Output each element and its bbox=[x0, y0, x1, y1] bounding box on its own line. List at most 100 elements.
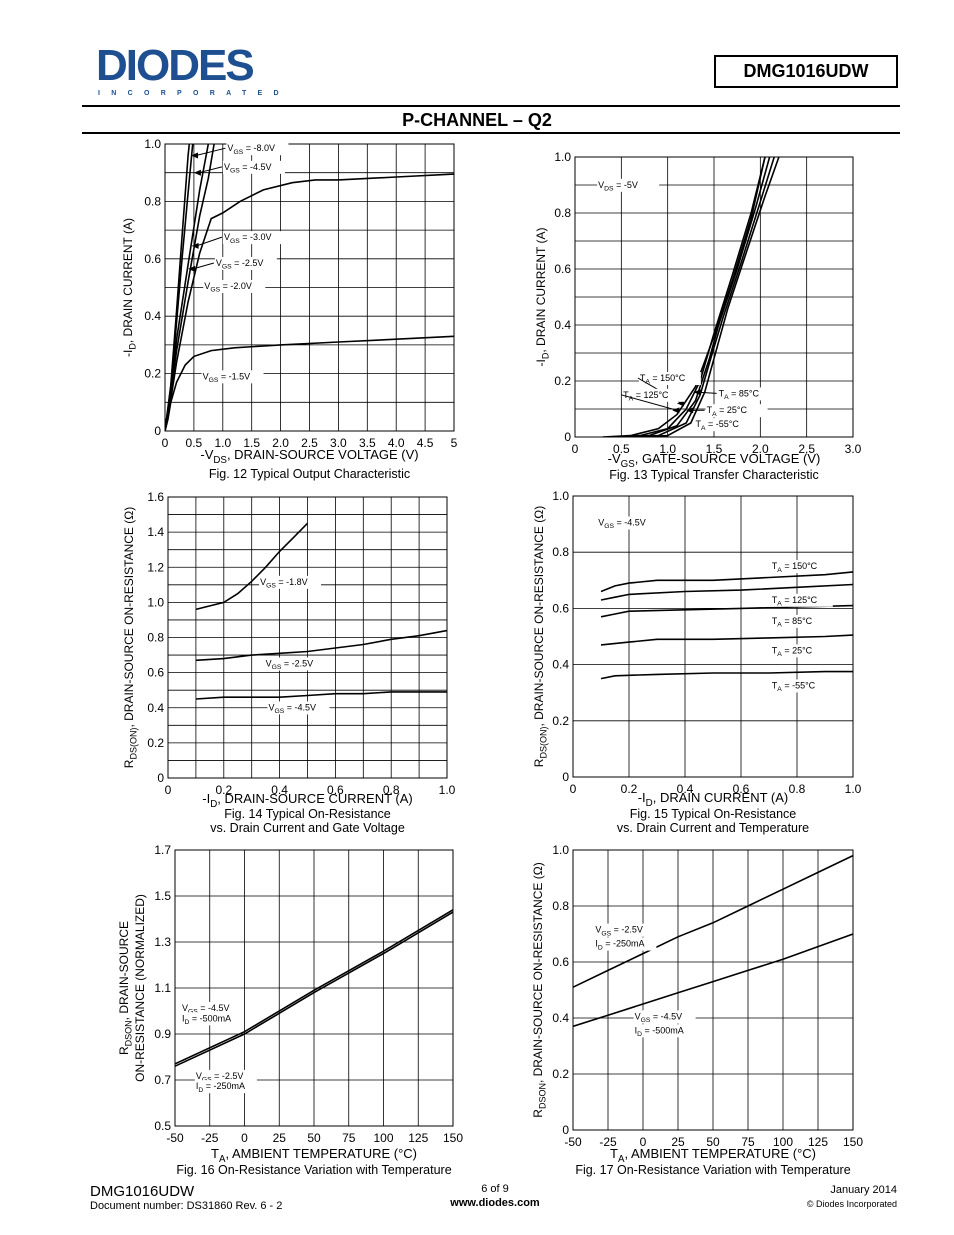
fig17-series-line-2 bbox=[573, 933, 853, 1028]
fig13-series-label-6: TA = -55°C bbox=[695, 419, 739, 432]
fig15-series-line-2 bbox=[600, 583, 853, 601]
fig17-plot-frame bbox=[572, 849, 854, 1131]
fig13-arrow-icon bbox=[686, 407, 694, 414]
fig12-series-label-2: VGS = -4.5V bbox=[224, 162, 272, 175]
fig12-series-line-5 bbox=[165, 173, 454, 431]
section-title: P-CHANNEL – Q2 bbox=[402, 110, 552, 130]
fig12-xtick-label: 4.0 bbox=[388, 436, 405, 450]
fig17-xtick-label: 100 bbox=[773, 1135, 793, 1149]
fig12-series-label-3: VGS = -3.0V bbox=[224, 232, 272, 245]
fig12-ytick-label: 1.0 bbox=[144, 137, 161, 151]
fig14-ytick-label: 0.4 bbox=[147, 701, 164, 715]
footer-website[interactable]: www.diodes.com bbox=[450, 1197, 540, 1209]
fig12-label-leader bbox=[196, 236, 223, 247]
fig12-xtick-label: 1.5 bbox=[243, 436, 260, 450]
fig13-label-bg bbox=[705, 404, 768, 418]
fig16-caption: Fig. 16 On-Resistance Variation with Tem… bbox=[176, 1163, 451, 1177]
fig14-series-label-2: VGS = -2.5V bbox=[266, 658, 314, 671]
fig14-xtick-label: 0.4 bbox=[271, 783, 288, 797]
fig13-xtick-label: 0 bbox=[572, 442, 579, 456]
fig15-series-label-5: TA = 25°C bbox=[772, 645, 813, 658]
fig16-ytick-label: 1.1 bbox=[154, 981, 171, 995]
fig13-series-line-3 bbox=[621, 157, 771, 437]
fig16-y-axis-label-line-2: ON-RESISTANCE (NORMALIZED) bbox=[133, 894, 147, 1082]
fig12-series-label-6: VGS = -1.5V bbox=[203, 371, 251, 384]
fig14-series-line-2 bbox=[195, 629, 447, 662]
fig14-ytick-label: 1.4 bbox=[147, 525, 164, 539]
fig15-xtick-label: 0 bbox=[570, 782, 577, 796]
footer-part: DMG1016UDW bbox=[90, 1183, 195, 1200]
fig14-ytick-label: 0.8 bbox=[147, 631, 164, 645]
fig12-series-line-4 bbox=[165, 144, 215, 431]
fig17-xtick-label: 0 bbox=[640, 1135, 647, 1149]
fig14-series-label-1: VGS = -1.8V bbox=[260, 577, 308, 590]
fig17-label-bg bbox=[594, 923, 657, 937]
company-logo-subtitle: INCORPORATED bbox=[98, 90, 290, 97]
fig13-ytick-label: 0.2 bbox=[554, 374, 571, 388]
fig12-ytick-label: 0.4 bbox=[144, 309, 161, 323]
fig16-xtick-label: 100 bbox=[373, 1131, 393, 1145]
fig14-xtick-label: 0.6 bbox=[327, 783, 344, 797]
fig15-ytick-label: 0.8 bbox=[552, 545, 569, 559]
fig12-series-line-6 bbox=[165, 335, 454, 431]
fig12-xtick-label: 1.0 bbox=[214, 436, 231, 450]
fig17-series-label-1: VGS = -2.5V bbox=[595, 925, 643, 938]
footer-copyright: © Diodes Incorporated bbox=[806, 1199, 897, 1209]
footer-page: 6 of 9 bbox=[481, 1183, 509, 1195]
fig12-xtick-label: 3.5 bbox=[359, 436, 376, 450]
fig13-arrow-icon bbox=[676, 400, 684, 407]
fig12-ytick-label: 0.8 bbox=[144, 194, 161, 208]
fig17-ytick-label: 0 bbox=[562, 1123, 569, 1137]
fig12-series-label-5: VGS = -2.0V bbox=[204, 281, 252, 294]
fig17-ytick-label: 0.4 bbox=[552, 1011, 569, 1025]
fig12-arrow-icon bbox=[188, 265, 196, 272]
fig16-ytick-label: 0.7 bbox=[154, 1073, 171, 1087]
fig12-y-axis-label: -ID, DRAIN CURRENT (A) bbox=[121, 218, 138, 357]
fig16-xtick-label: 25 bbox=[273, 1131, 287, 1145]
fig14-series-line-3 bbox=[195, 691, 447, 700]
fig16-ytick-label: 1.3 bbox=[154, 935, 171, 949]
fig15-chart: 0 0.2 0.4 0.6 0.8 1.0 0 0.2 0.4 0.6 0.8 1.0 VGS = -4… bbox=[532, 489, 862, 835]
fig12-xtick-label: 5 bbox=[451, 436, 458, 450]
fig15-series-line-5 bbox=[600, 670, 853, 680]
fig17-caption: Fig. 17 On-Resistance Variation with Tem… bbox=[575, 1163, 850, 1177]
fig15-series-label-6: TA = -55°C bbox=[772, 680, 816, 693]
fig15-xtick-label: 0.4 bbox=[677, 782, 694, 796]
fig13-label-bg bbox=[597, 178, 660, 192]
fig15-series-line-4 bbox=[600, 634, 853, 646]
fig15-caption: Fig. 15 Typical On-Resistance bbox=[630, 807, 797, 821]
fig14-label-bg bbox=[264, 657, 327, 671]
fig13-ytick-label: 0.6 bbox=[554, 262, 571, 276]
fig12-xtick-label: 2.0 bbox=[272, 436, 289, 450]
fig17-label-bg bbox=[594, 937, 657, 951]
fig15-series-label-2: TA = 150°C bbox=[772, 561, 818, 574]
fig14-series-label-3: VGS = -4.5V bbox=[268, 702, 316, 715]
fig15-caption: vs. Drain Current and Temperature bbox=[617, 821, 809, 835]
fig13-xtick-label: 0.5 bbox=[613, 442, 630, 456]
fig17-y-axis-label: RDSON, DRAIN-SOURCE ON-RESISTANCE (Ω) bbox=[531, 862, 548, 1117]
fig17-ytick-label: 1.0 bbox=[552, 843, 569, 857]
fig12-ytick-label: 0.6 bbox=[144, 252, 161, 266]
fig12-caption: Fig. 12 Typical Output Characteristic bbox=[209, 467, 410, 481]
fig16-series-label-3: VGS = -2.5V bbox=[196, 1071, 244, 1084]
fig12-label-bg bbox=[203, 279, 266, 293]
fig15-label-bg bbox=[770, 614, 833, 628]
fig14-xtick-label: 0.2 bbox=[215, 783, 232, 797]
fig12-xtick-label: 4.5 bbox=[417, 436, 434, 450]
fig15-y-axis-label: RDS(ON), DRAIN-SOURCE ON-RESISTANCE (Ω) bbox=[532, 506, 549, 767]
fig13-xtick-label: 1.0 bbox=[659, 442, 676, 456]
section-rule bbox=[82, 132, 900, 134]
fig14-x-axis-label: -ID, DRAIN-SOURCE CURRENT (A) bbox=[202, 791, 413, 810]
fig12-ytick-label: 0.2 bbox=[144, 367, 161, 381]
fig14-ytick-label: 1.2 bbox=[147, 560, 164, 574]
fig14-plot-frame bbox=[167, 496, 448, 779]
fig12-xtick-label: 0 bbox=[162, 436, 169, 450]
fig15-ytick-label: 0 bbox=[562, 770, 569, 784]
fig16-label-bg bbox=[194, 1080, 257, 1094]
fig17-x-axis-label: TA, AMBIENT TEMPERATURE (°C) bbox=[610, 1146, 816, 1165]
fig17-ytick-label: 0.2 bbox=[552, 1067, 569, 1081]
fig12-label-bg bbox=[201, 370, 264, 384]
fig17-label-bg bbox=[633, 1024, 696, 1038]
fig16-series-label-1: VGS = -4.5V bbox=[182, 1003, 230, 1016]
